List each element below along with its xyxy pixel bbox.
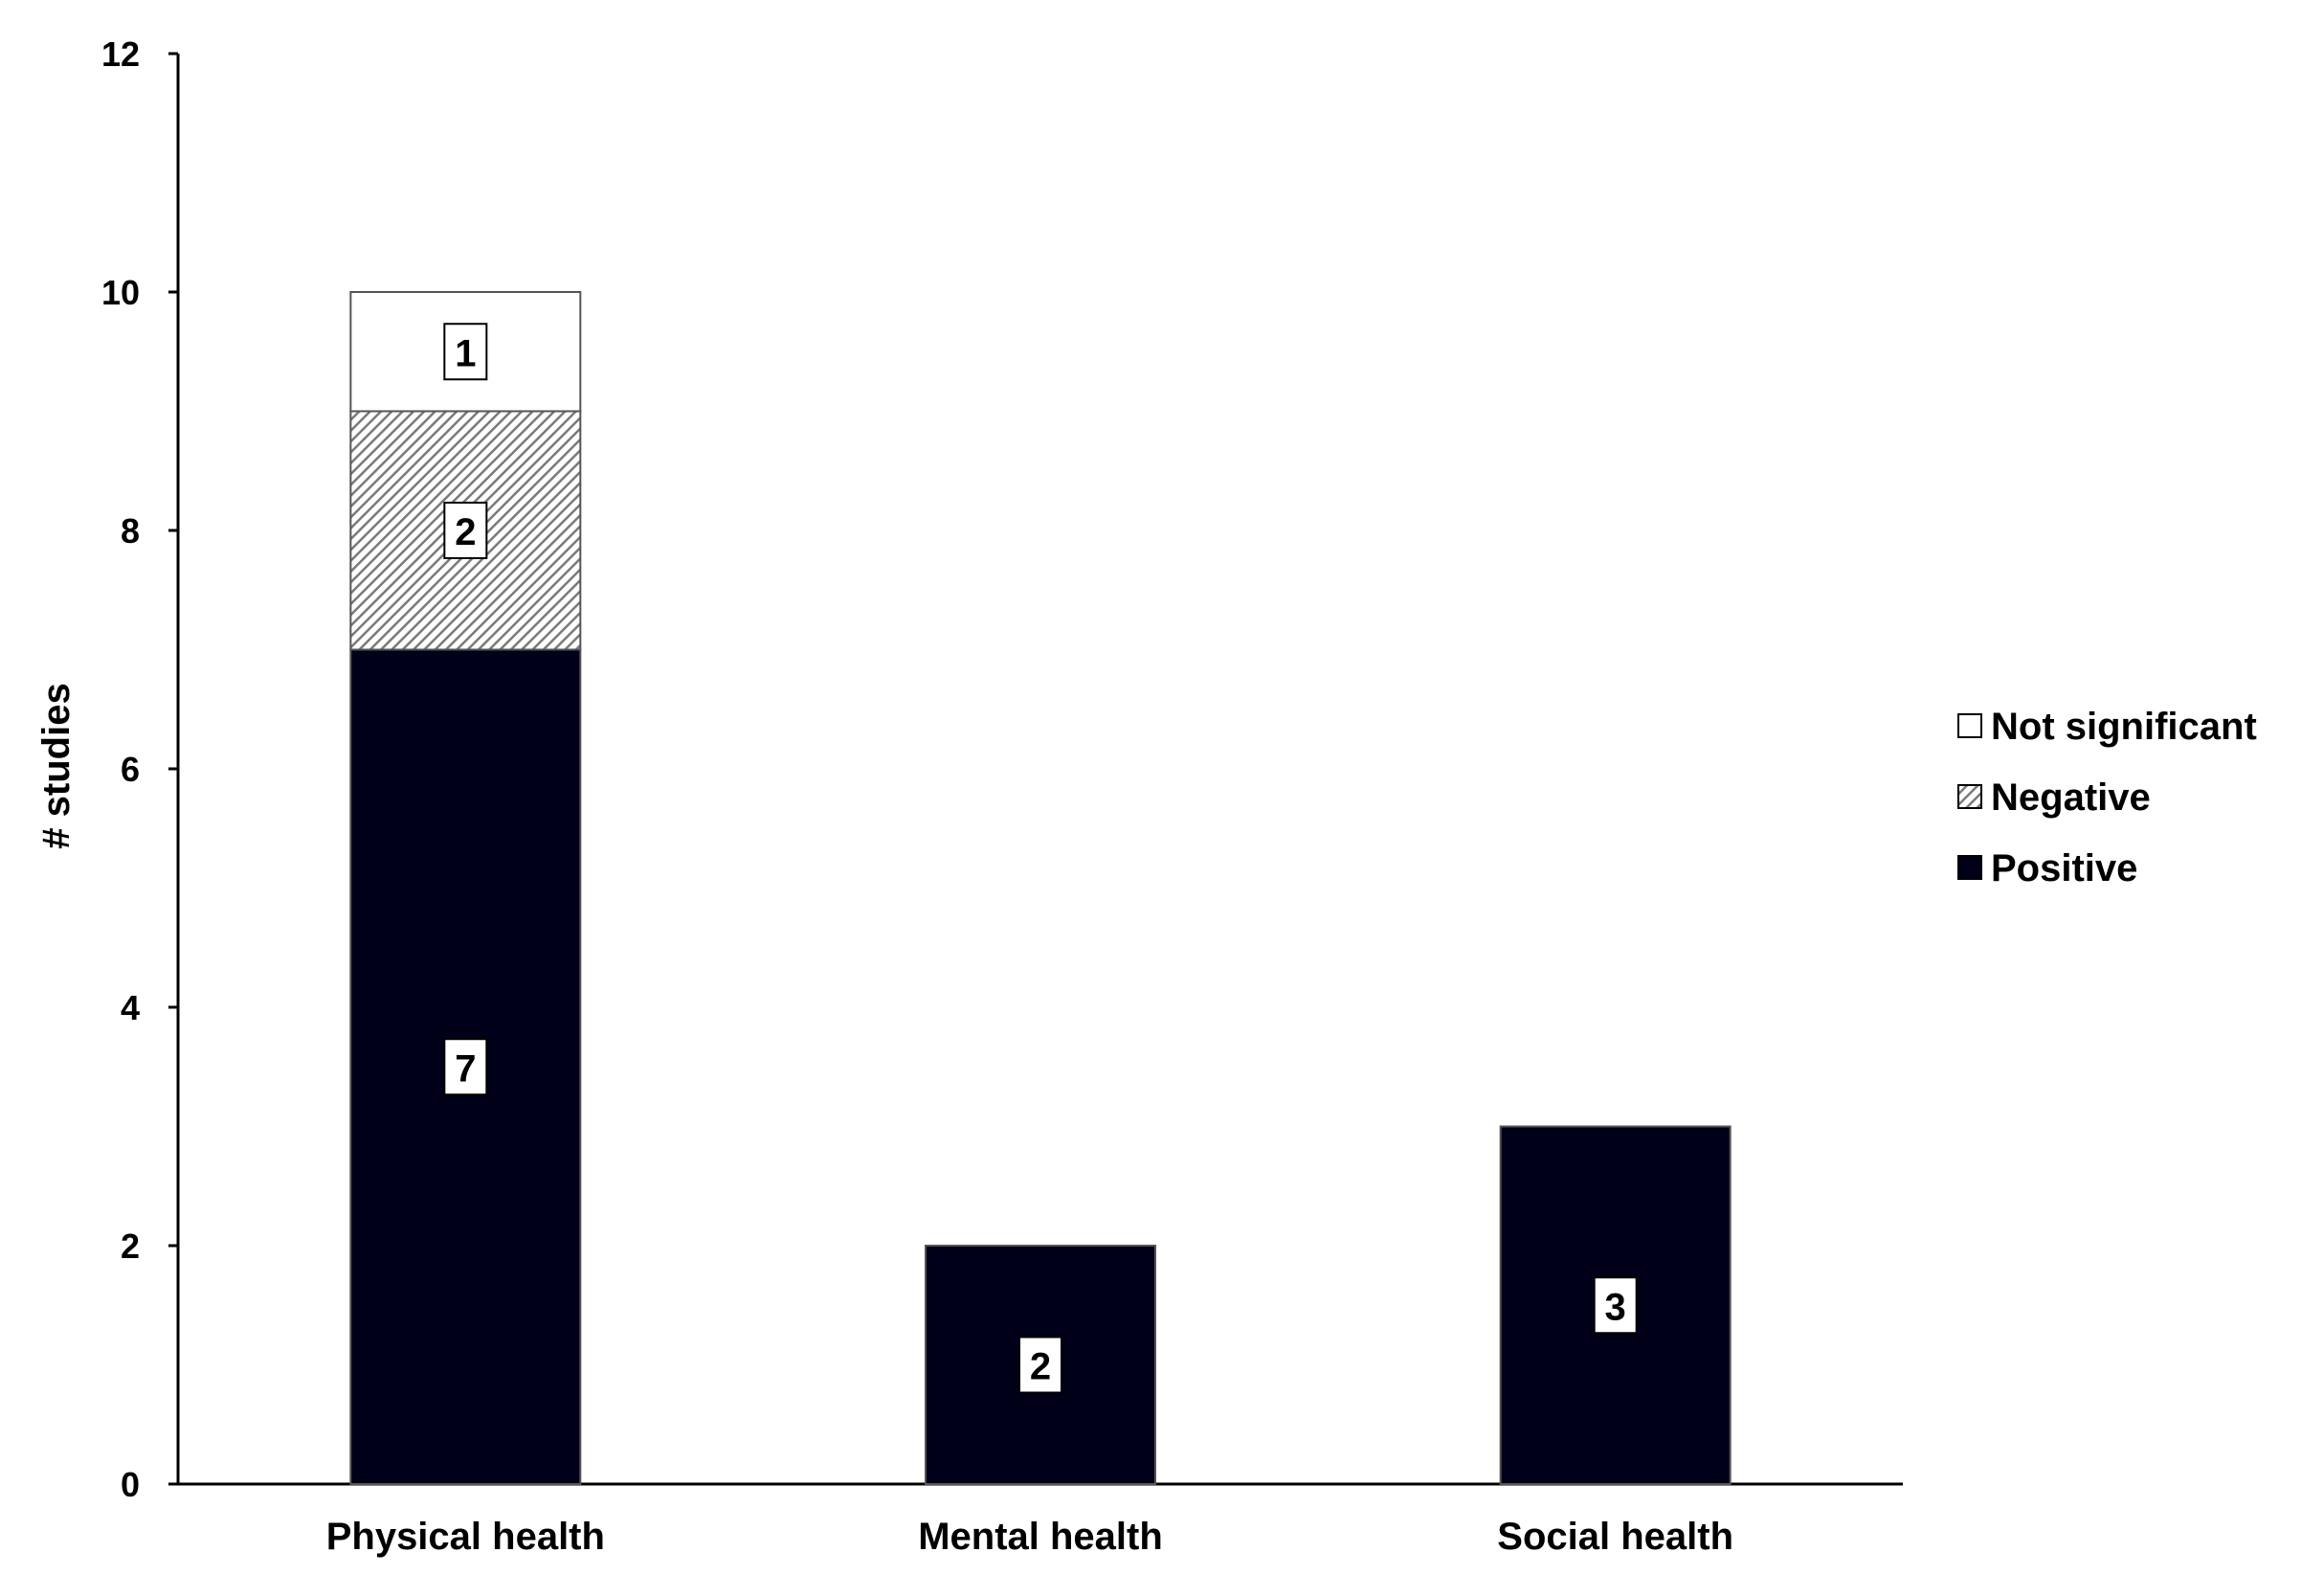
data-label: 1 — [455, 332, 476, 374]
y-tick-label: 10 — [101, 273, 140, 312]
data-label-box — [1593, 1276, 1638, 1335]
legend: Not significant Negative Positive — [1957, 706, 2257, 889]
x-tick-label: Mental health — [918, 1516, 1163, 1558]
legend-swatch-negative — [1957, 784, 1982, 809]
y-tick-label: 6 — [121, 750, 140, 789]
data-labels: 7 2 1 2 3 — [443, 323, 1638, 1394]
y-tick-label: 4 — [121, 988, 140, 1027]
legend-swatch-not-significant — [1957, 713, 1982, 738]
data-label: 2 — [455, 511, 476, 553]
legend-label: Positive — [1991, 847, 2137, 889]
data-label-box — [443, 1038, 488, 1096]
y-axis-title: # studies — [35, 683, 78, 848]
y-tick-label: 12 — [101, 34, 140, 74]
y-tick-label: 8 — [121, 511, 140, 551]
data-label-box — [1018, 1336, 1062, 1394]
data-label: 7 — [455, 1047, 476, 1090]
data-label: 3 — [1605, 1286, 1626, 1328]
y-tick-label: 0 — [121, 1465, 140, 1504]
legend-swatch-positive — [1957, 855, 1982, 880]
data-label: 2 — [1030, 1346, 1051, 1388]
legend-label: Not significant — [1991, 706, 2257, 748]
legend-label: Negative — [1991, 776, 2151, 819]
data-label-box — [443, 323, 488, 381]
data-label-box — [443, 502, 488, 559]
y-tick-label: 2 — [121, 1226, 140, 1266]
x-tick-label: Physical health — [326, 1516, 605, 1558]
x-tick-label: Social health — [1497, 1516, 1733, 1558]
bars — [349, 291, 1732, 1485]
